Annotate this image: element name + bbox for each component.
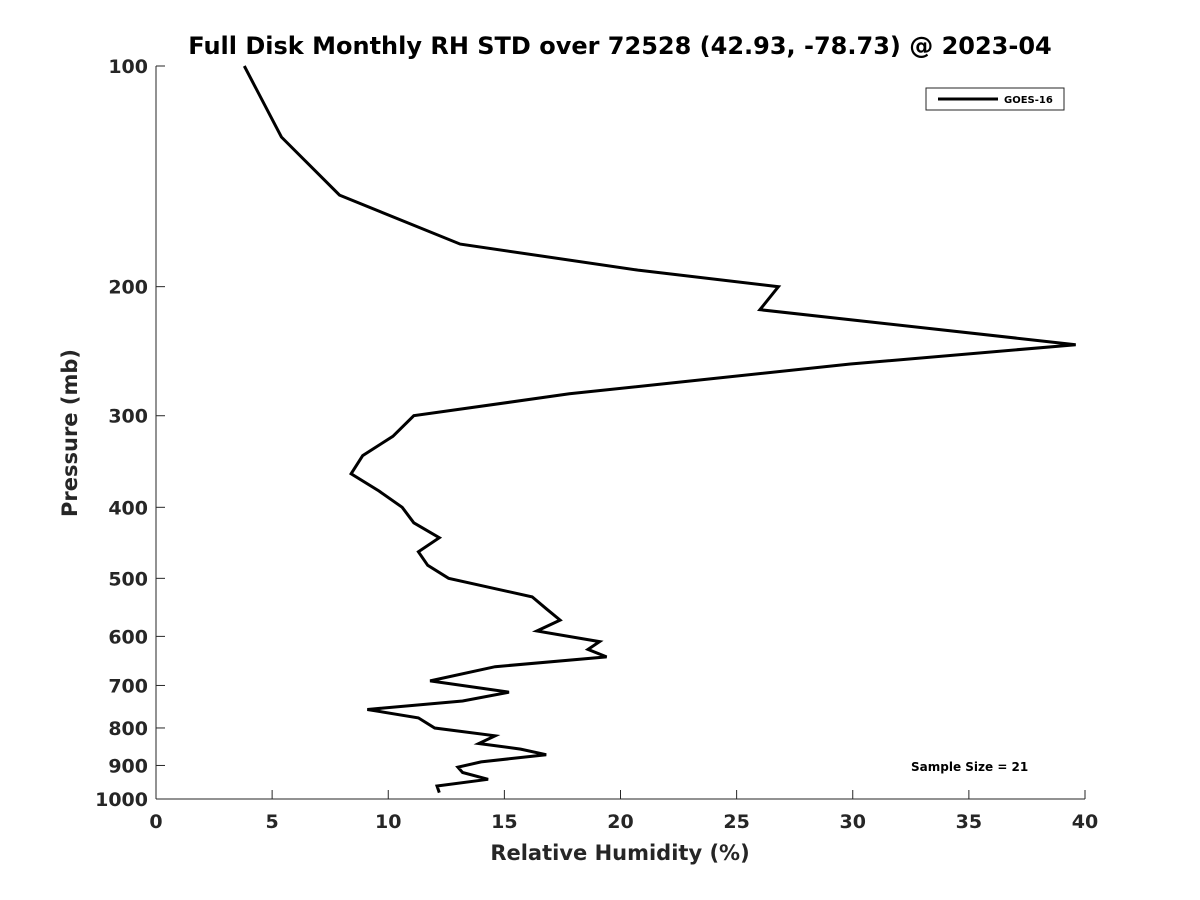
legend-entry: GOES-16: [1004, 95, 1053, 106]
y-tick-label: 100: [108, 56, 148, 78]
x-tick-label: 0: [149, 811, 162, 833]
chart-title: Full Disk Monthly RH STD over 72528 (42.…: [188, 32, 1051, 60]
y-axis-label: Pressure (mb): [58, 349, 82, 517]
series-line: [242, 65, 1076, 794]
y-tick-label: 900: [108, 755, 148, 777]
y-axis-ticks: 100 200 300 400 500 600 700 800 900 1000: [95, 56, 165, 811]
legend: GOES-16: [925, 87, 1065, 111]
y-tick-label: 1000: [95, 789, 148, 811]
x-axis-label: Relative Humidity (%): [490, 841, 749, 865]
x-tick-label: 15: [491, 811, 517, 833]
x-tick-label: 40: [1072, 811, 1098, 833]
plot-area: 0 5 10 15 20 25 30 35 40 100 200 300 400 500 600 700 80…: [95, 56, 1098, 833]
y-tick-label: 600: [108, 626, 148, 648]
x-tick-label: 30: [840, 811, 866, 833]
x-tick-label: 35: [956, 811, 982, 833]
y-tick-label: 500: [108, 568, 148, 590]
x-tick-label: 5: [266, 811, 279, 833]
sample-size-annotation: Sample Size = 21: [911, 760, 1028, 774]
y-tick-label: 700: [108, 675, 148, 697]
y-tick-label: 800: [108, 718, 148, 740]
x-tick-label: 20: [607, 811, 633, 833]
series-group: [242, 65, 1076, 794]
x-axis-ticks: 0 5 10 15 20 25 30 35 40: [149, 790, 1098, 833]
y-tick-label: 200: [108, 277, 148, 299]
x-tick-label: 10: [375, 811, 401, 833]
y-tick-label: 300: [108, 406, 148, 428]
y-tick-label: 400: [108, 497, 148, 519]
x-tick-label: 25: [723, 811, 749, 833]
